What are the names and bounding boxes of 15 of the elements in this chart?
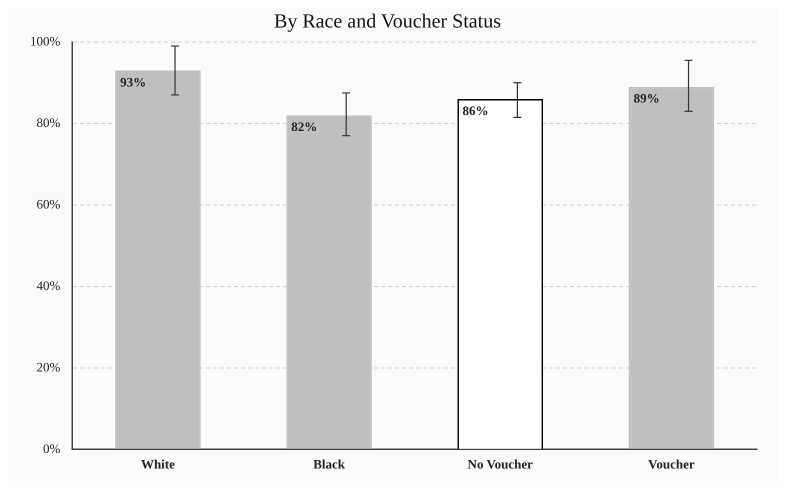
x-tick-label: Black — [313, 456, 346, 472]
y-tick-label: 20% — [36, 359, 60, 374]
data-label: 89% — [634, 90, 660, 106]
y-tick-label: 100% — [30, 33, 60, 48]
x-tick-label: Voucher — [648, 456, 695, 472]
y-tick-label: 80% — [36, 114, 60, 130]
data-label: 82% — [291, 119, 318, 134]
y-tick-label: 0% — [42, 440, 60, 456]
x-tick-label: White — [140, 456, 176, 472]
chart-title: By Race and Voucher Status — [274, 10, 502, 32]
y-tick-label: 40% — [36, 278, 60, 293]
x-tick-label: No Voucher — [468, 456, 534, 472]
data-label: 86% — [462, 102, 488, 118]
y-tick-label: 60% — [36, 196, 60, 212]
data-label: 93% — [120, 74, 146, 90]
